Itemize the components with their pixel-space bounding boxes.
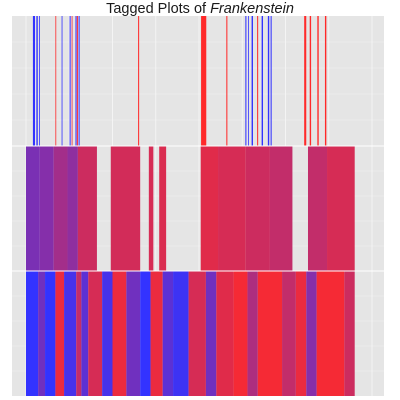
- tag-mark: [270, 146, 292, 271]
- tag-mark: [140, 271, 150, 396]
- tag-mark: [344, 271, 354, 396]
- tag-mark: [310, 16, 311, 146]
- tag-mark: [262, 16, 263, 146]
- tag-mark: [216, 271, 233, 396]
- tag-mark: [258, 271, 282, 396]
- tag-mark: [201, 146, 218, 271]
- tag-mark: [268, 16, 269, 146]
- tag-mark: [189, 271, 206, 396]
- tag-mark: [149, 146, 153, 271]
- tag-mark: [55, 271, 64, 396]
- tag-mark: [81, 271, 88, 396]
- tag-mark: [159, 146, 166, 271]
- tag-mark: [206, 271, 216, 396]
- tag-mark: [317, 271, 345, 396]
- tag-mark: [75, 16, 76, 146]
- tag-mark: [218, 146, 246, 271]
- tag-mark: [68, 146, 78, 271]
- tag-mark: [39, 16, 40, 146]
- tag-mark: [55, 16, 56, 146]
- tag-mark: [38, 271, 45, 396]
- tag-mark: [252, 16, 253, 146]
- tag-mark: [45, 271, 55, 396]
- tag-mark: [257, 16, 258, 146]
- tag-mark: [36, 16, 37, 146]
- tag-mark: [151, 271, 163, 396]
- tag-mark: [327, 146, 355, 271]
- tag-mark: [26, 271, 38, 396]
- tag-mark: [77, 16, 78, 146]
- tag-mark: [248, 16, 249, 146]
- tag-mark: [64, 271, 76, 396]
- tag-mark: [138, 16, 139, 146]
- tag-mark: [76, 271, 81, 396]
- tag-mark: [234, 271, 248, 396]
- tag-mark: [62, 16, 63, 146]
- tag-mark: [40, 146, 54, 271]
- tag-mark: [163, 271, 173, 396]
- tag-mark: [78, 146, 97, 271]
- tag-mark: [70, 16, 71, 146]
- tag-mark: [126, 271, 140, 396]
- tag-mark: [79, 16, 80, 146]
- tag-mark: [296, 271, 306, 396]
- tag-mark: [308, 146, 327, 271]
- tag-mark: [245, 16, 246, 146]
- tag-mark: [111, 146, 140, 271]
- tag-mark: [247, 271, 257, 396]
- tag-mark: [304, 16, 306, 146]
- tag-mark: [26, 146, 40, 271]
- tag-mark: [282, 271, 296, 396]
- tag-mark: [246, 146, 270, 271]
- tag-mark: [271, 16, 272, 146]
- tag-mark: [306, 271, 316, 396]
- tag-mark: [113, 271, 127, 396]
- tag-mark: [72, 16, 73, 146]
- tag-mark: [88, 271, 102, 396]
- tag-mark: [325, 16, 326, 146]
- tag-mark: [173, 271, 189, 396]
- tag-mark: [54, 146, 68, 271]
- tag-mark: [317, 16, 318, 146]
- tag-mark: [201, 16, 206, 146]
- tag-mark: [226, 16, 227, 146]
- tag-mark: [33, 16, 35, 146]
- tag-mark: [102, 271, 112, 396]
